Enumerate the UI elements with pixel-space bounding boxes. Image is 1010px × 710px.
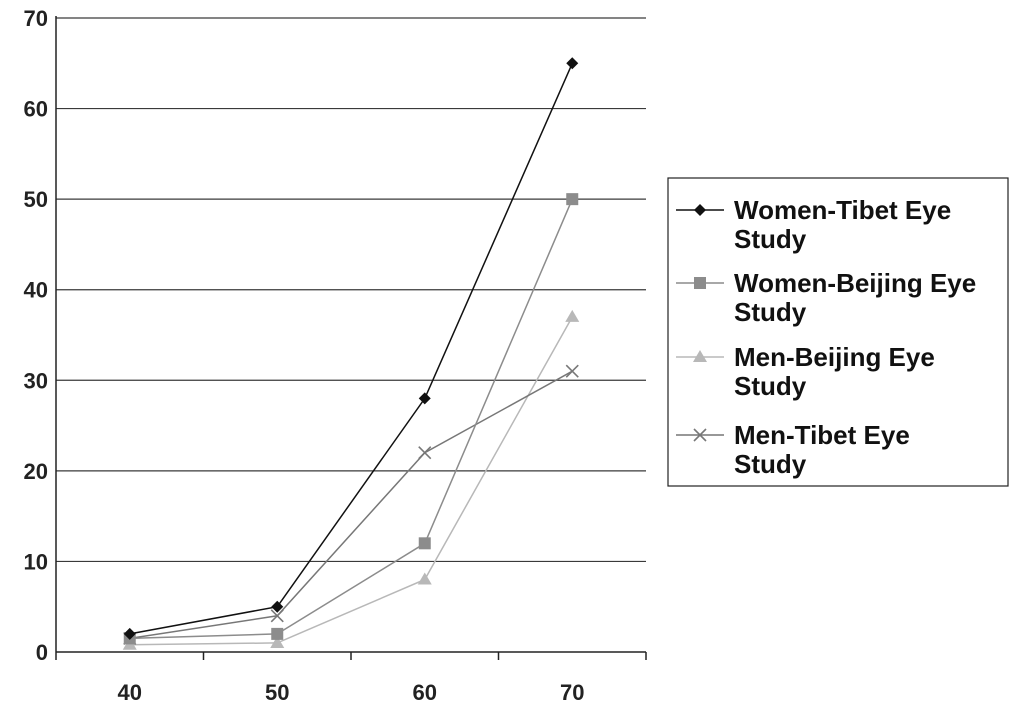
series-line-1 xyxy=(129,198,573,640)
gridlines xyxy=(56,17,646,563)
data-point-3-2 xyxy=(418,446,432,460)
legend-label: Women-Tibet Eye xyxy=(734,195,951,225)
series-lines xyxy=(122,57,580,650)
y-tick-label: 10 xyxy=(24,549,48,574)
data-point-3-2-stroke-b xyxy=(418,446,432,460)
y-tick-label: 70 xyxy=(24,6,48,31)
data-point-3-1 xyxy=(270,609,284,623)
data-point-0-1 xyxy=(271,600,284,613)
data-point-3-3-stroke-b xyxy=(565,364,579,378)
data-point-2-1 xyxy=(270,635,285,648)
data-point-2-2 xyxy=(417,572,432,585)
legend-label: Women-Beijing Eye xyxy=(734,268,976,298)
data-point-2-3 xyxy=(565,309,580,322)
x-tick-label: 70 xyxy=(560,680,584,705)
series-line-2 xyxy=(129,316,573,646)
x-tick-label: 60 xyxy=(413,680,437,705)
data-point-1-3 xyxy=(566,193,579,206)
legend-marker-3 xyxy=(693,428,707,442)
legend-marker-0 xyxy=(694,204,706,216)
series-line-0 xyxy=(129,62,573,635)
data-point-1-1 xyxy=(271,627,284,640)
legend-marker-2 xyxy=(693,350,707,362)
legend-label: Men-Beijing Eye xyxy=(734,342,935,372)
data-point-0-2 xyxy=(418,392,431,405)
legend-marker-3-stroke-b xyxy=(693,428,707,442)
legend-label: Study xyxy=(734,449,807,479)
axes: 0 10 20 30 40 50 60 70 40 50 60 70 xyxy=(24,6,647,705)
data-point-0-0 xyxy=(123,627,136,640)
series-line-3 xyxy=(129,370,573,640)
data-point-1-2 xyxy=(418,537,431,550)
legend-label: Study xyxy=(734,224,807,254)
legend-box xyxy=(667,177,1009,487)
y-tick-label: 50 xyxy=(24,187,48,212)
y-tick-label: 0 xyxy=(36,640,48,665)
data-point-0-3 xyxy=(566,57,579,70)
legend-label: Study xyxy=(734,297,807,327)
x-tick-label: 50 xyxy=(265,680,289,705)
y-tick-label: 30 xyxy=(24,368,48,393)
data-point-3-3 xyxy=(565,364,579,378)
data-point-3-1-stroke-b xyxy=(270,609,284,623)
legend-marker-1 xyxy=(694,277,706,289)
y-tick-label: 20 xyxy=(24,459,48,484)
y-tick-label: 60 xyxy=(24,97,48,122)
legend-label: Men-Tibet Eye xyxy=(734,420,910,450)
legend-label: Study xyxy=(734,371,807,401)
x-tick-label: 40 xyxy=(118,680,142,705)
y-tick-label: 40 xyxy=(24,278,48,303)
